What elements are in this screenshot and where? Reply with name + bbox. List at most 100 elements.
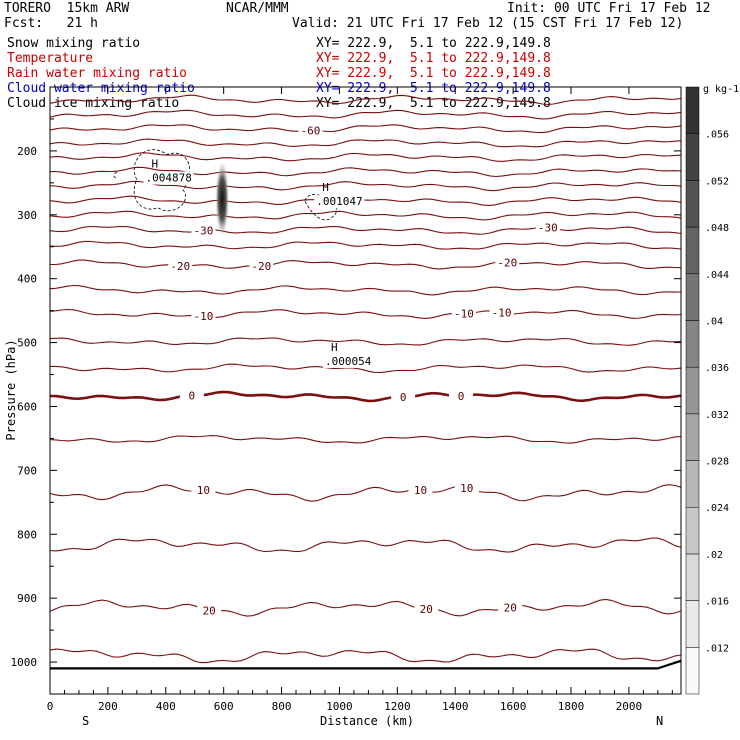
contour-label: 10	[197, 484, 210, 497]
colorbar-level-label: .052	[705, 176, 729, 187]
isotherm-line	[49, 195, 682, 206]
x-tick-label: 0	[47, 700, 54, 713]
contour-label: 0	[189, 390, 196, 403]
x-tick-label: 1200	[384, 700, 411, 713]
colorbar-swatch	[685, 647, 700, 695]
isotherm-line	[49, 308, 682, 319]
valid-label: Valid: 21 UTC Fri 17 Feb 12 (15 CST Fri …	[292, 16, 684, 31]
contour-label: -20	[251, 260, 271, 273]
maximum-label-bg	[143, 171, 194, 185]
y-tick-label: 400	[17, 273, 37, 286]
snow-mixing-ratio-column	[215, 160, 230, 237]
colorbar-level-label: .036	[705, 363, 729, 374]
contour-label-bg	[168, 258, 193, 272]
y-tick-label: 800	[17, 528, 37, 541]
contour-label-bg	[451, 306, 476, 320]
x-axis-left-end-label: S	[82, 714, 89, 728]
contour-label-bg	[535, 220, 560, 234]
terrain-line	[50, 659, 682, 670]
contour-label-bg	[191, 483, 216, 497]
contour-label: 20	[420, 603, 433, 616]
colorbar-swatch	[685, 600, 700, 648]
contour-label-bg	[408, 483, 433, 497]
colorbar-level-label: .024	[705, 503, 729, 514]
isotherm-line	[49, 337, 682, 346]
isotherm-line	[49, 166, 682, 178]
maximum-value-label: .004878	[146, 172, 192, 185]
contour-label-bg	[179, 388, 204, 402]
colorbar-level-label: .044	[705, 270, 729, 281]
contour-label-bg	[191, 309, 216, 323]
contour-label-bg	[489, 305, 514, 319]
y-tick-label: 1000	[11, 656, 38, 669]
x-tick-label: 1000	[326, 700, 353, 713]
isotherm-line	[49, 240, 682, 250]
center-label: NCAR/MMM	[226, 1, 289, 16]
contour-label: 10	[414, 484, 427, 497]
maximum-marker: H	[152, 158, 159, 171]
field-xy-temperature: XY= 222.9, 5.1 to 222.9,149.8	[316, 51, 551, 66]
colorbar-level-label: .02	[705, 550, 723, 561]
isotherm-line	[49, 138, 682, 148]
isotherm-line	[49, 648, 682, 664]
field-xy-cloud-water: XY= 222.9, 5.1 to 222.9,149.8	[316, 81, 551, 96]
colorbar-swatch	[685, 413, 700, 461]
x-axis-title: Distance (km)	[320, 714, 414, 728]
x-tick-label: 2000	[616, 700, 643, 713]
isotherm-line	[49, 109, 682, 120]
maximum-value-label: .000054	[325, 355, 372, 368]
fcst-label: Fcst: 21 h	[4, 16, 98, 31]
colorbar-swatch	[685, 133, 700, 181]
field-name-rain: Rain water mixing ratio	[7, 66, 188, 81]
colorbar-level-label: .056	[705, 130, 729, 141]
y-axis-title: Pressure (hPa)	[4, 339, 18, 440]
maximum-marker: H	[331, 341, 338, 354]
contour-label-bg	[454, 480, 479, 494]
contour-label-bg	[391, 389, 416, 403]
init-label: Init: 00 UTC Fri 17 Feb 12	[507, 1, 711, 16]
isotherm-line	[49, 537, 682, 553]
isotherm-line	[49, 390, 682, 403]
isotherm-line	[49, 210, 682, 221]
contour-label: 20	[203, 604, 216, 617]
colorbar-swatch	[685, 460, 700, 508]
colorbar-level-label: .016	[705, 597, 729, 608]
isotherm-line	[49, 94, 682, 106]
colorbar-swatch	[685, 180, 700, 228]
contour-label: -10	[193, 310, 213, 323]
x-tick-label: 200	[98, 700, 118, 713]
contour-label-bg	[249, 258, 274, 272]
colorbar-level-label: .032	[705, 410, 729, 421]
contour-label-bg	[449, 388, 474, 402]
isotherm-line	[49, 124, 682, 134]
contour-label: -30	[538, 222, 558, 235]
isotherm-line	[49, 435, 682, 444]
contour-label-bg	[495, 255, 520, 269]
contour-label: -10	[492, 307, 512, 320]
contour-label: -60	[301, 124, 321, 137]
colorbar-swatch	[685, 226, 700, 275]
maximum-marker: H	[322, 181, 329, 194]
contour-label: -20	[497, 256, 517, 269]
y-tick-label: 300	[17, 209, 37, 222]
colorbar-swatch	[685, 320, 700, 368]
field-xy-rain: XY= 222.9, 5.1 to 222.9,149.8	[316, 66, 551, 81]
y-tick-label: 900	[17, 592, 37, 605]
plot-frame	[49, 86, 682, 695]
contour-label-bg	[414, 601, 439, 615]
y-tick-label: 600	[17, 400, 37, 413]
x-tick-label: 1600	[500, 700, 527, 713]
cloud-ice-contour	[304, 194, 337, 221]
isotherm-line	[50, 363, 682, 374]
colorbar-swatch	[685, 553, 700, 601]
contour-label: 10	[460, 482, 473, 495]
field-name-cloud-ice: Cloud ice mixing ratio	[7, 96, 180, 111]
x-axis-right-end-label: N	[656, 714, 663, 728]
contour-label-bg	[197, 603, 222, 617]
contour-label: -10	[454, 308, 474, 321]
contour-label-bg	[498, 600, 523, 614]
isotherm-line	[50, 259, 682, 270]
x-tick-label: 400	[156, 700, 176, 713]
contour-label: -20	[170, 260, 190, 273]
